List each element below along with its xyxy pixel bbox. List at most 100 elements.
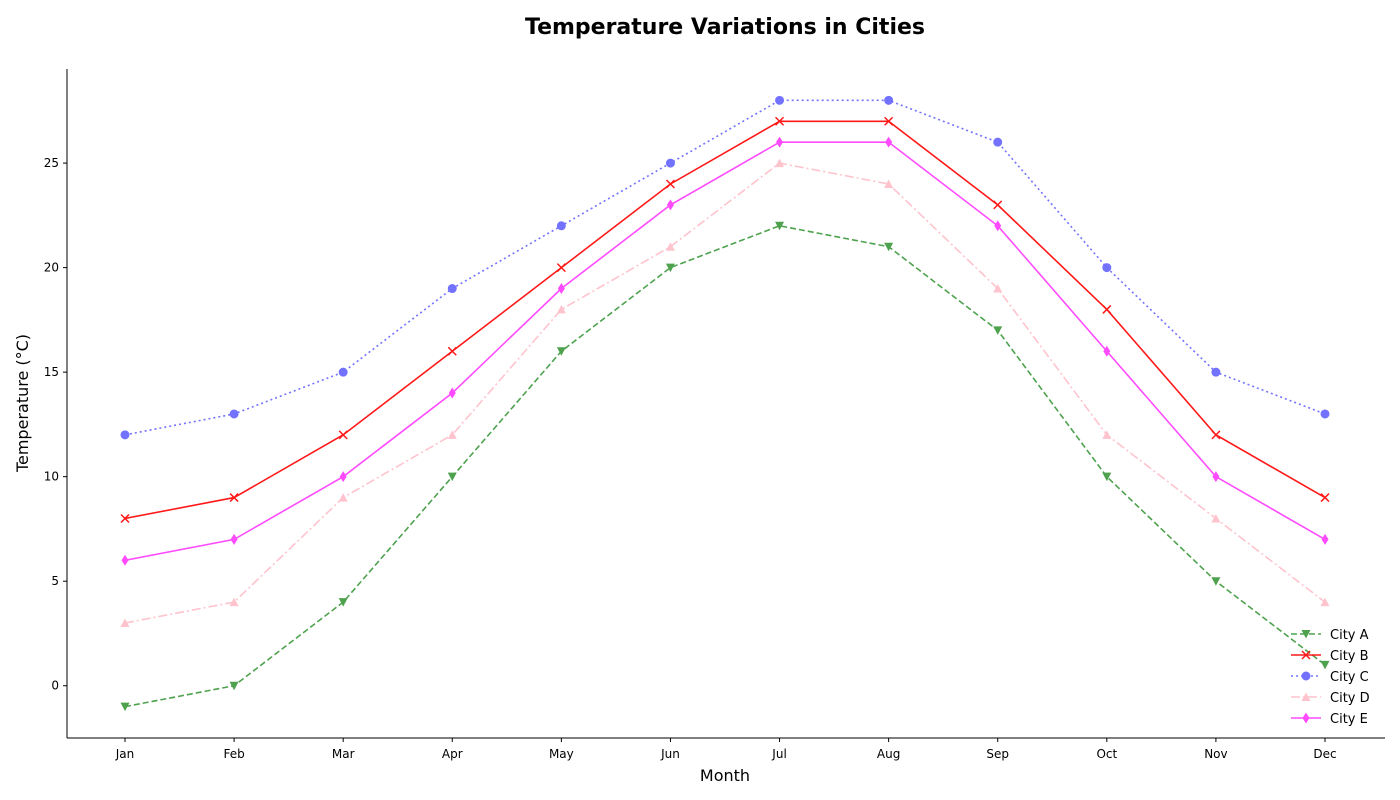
series-city-d xyxy=(120,158,1330,628)
data-point xyxy=(120,702,130,712)
data-point xyxy=(1211,577,1221,586)
legend-marker xyxy=(1301,671,1311,681)
data-point xyxy=(557,283,565,295)
data-point xyxy=(556,221,566,231)
data-point xyxy=(884,179,894,188)
data-point xyxy=(1320,493,1330,503)
data-point xyxy=(665,242,675,251)
legend-label: City E xyxy=(1330,712,1368,727)
x-tick-label: Sep xyxy=(986,747,1009,761)
data-point xyxy=(1211,367,1221,377)
data-point xyxy=(666,199,674,211)
data-point xyxy=(120,513,130,524)
data-point xyxy=(994,220,1002,232)
x-tick-label: Dec xyxy=(1313,747,1336,761)
x-axis-label: Month xyxy=(700,766,750,785)
data-point xyxy=(1320,597,1330,607)
series-city-b xyxy=(120,116,1330,524)
data-point xyxy=(1102,472,1112,482)
legend-item-city-c xyxy=(1291,671,1321,681)
data-point xyxy=(556,347,566,356)
data-point xyxy=(120,430,130,440)
data-point xyxy=(775,221,785,231)
series-city-a xyxy=(120,221,1330,712)
series-city-c xyxy=(120,95,1330,440)
data-point xyxy=(775,116,785,126)
data-point xyxy=(556,304,566,314)
data-point xyxy=(884,116,894,126)
legend-label: City B xyxy=(1330,649,1369,664)
series-line-city-a xyxy=(124,224,1326,708)
legend-item-city-e xyxy=(1291,712,1321,724)
x-tick-label: Feb xyxy=(223,747,244,761)
data-point xyxy=(338,598,348,607)
series-line-city-e xyxy=(124,141,1326,562)
data-point xyxy=(339,471,347,483)
data-point xyxy=(993,137,1003,147)
x-tick-label: Aug xyxy=(877,747,900,761)
data-point xyxy=(1102,304,1112,314)
legend-label: City C xyxy=(1330,670,1369,685)
series-line-city-c xyxy=(124,99,1326,436)
x-tick-label: Mar xyxy=(332,747,355,761)
legend-marker xyxy=(1302,712,1310,724)
y-tick-label: 15 xyxy=(44,365,59,379)
data-point xyxy=(338,430,348,440)
y-tick-label: 0 xyxy=(51,679,59,693)
legend-item-city-d xyxy=(1291,692,1321,701)
y-tick-label: 5 xyxy=(51,574,59,588)
data-point xyxy=(665,263,675,273)
data-point xyxy=(993,200,1003,210)
data-point xyxy=(229,493,239,503)
data-point xyxy=(665,158,675,168)
data-point xyxy=(1211,513,1221,523)
data-point xyxy=(230,533,238,545)
data-point xyxy=(775,95,785,105)
data-point xyxy=(447,284,457,294)
legend-marker xyxy=(1301,692,1311,701)
x-tick-label: Jun xyxy=(660,747,680,761)
x-tick-label: Nov xyxy=(1204,747,1227,761)
chart-title: Temperature Variations in Cities xyxy=(525,15,925,40)
data-point xyxy=(447,430,457,439)
legend-item-city-b xyxy=(1291,650,1321,660)
series-line-city-d xyxy=(124,162,1326,624)
legend-label: City D xyxy=(1330,691,1370,706)
data-point xyxy=(229,597,239,607)
legend-label: City A xyxy=(1330,628,1369,643)
legend-item-city-a xyxy=(1291,630,1321,639)
data-point xyxy=(556,263,566,273)
data-point xyxy=(1321,533,1329,545)
data-point xyxy=(1212,471,1220,483)
data-point xyxy=(993,284,1003,293)
data-point xyxy=(338,367,348,377)
legend-marker xyxy=(1301,630,1311,639)
data-point xyxy=(229,681,239,691)
legend-marker xyxy=(1301,650,1311,660)
data-point xyxy=(775,158,785,168)
data-point xyxy=(884,95,894,105)
data-point xyxy=(1320,409,1330,419)
data-point xyxy=(885,136,893,148)
data-point xyxy=(120,618,130,628)
data-point xyxy=(338,493,348,502)
data-point xyxy=(665,179,675,189)
plot-area: Jan Feb Mar Apr May Jun Jul Aug Sep Oct Nov Dec 0 5 10… xyxy=(44,69,1385,761)
series-city-e xyxy=(121,136,1329,566)
y-tick-label: 25 xyxy=(44,156,59,170)
data-point xyxy=(884,242,894,252)
x-tick-label: Apr xyxy=(442,747,463,761)
x-tick-label: May xyxy=(549,747,574,761)
data-point xyxy=(1211,430,1221,440)
series-line-city-b xyxy=(124,120,1326,520)
data-point xyxy=(993,326,1003,335)
data-point xyxy=(448,387,456,399)
data-point xyxy=(447,346,457,356)
legend: City A City B City C City D City E xyxy=(1291,628,1370,727)
x-tick-label: Jul xyxy=(771,747,786,761)
data-point xyxy=(229,409,239,419)
data-point xyxy=(447,472,457,482)
y-axis-label: Temperature (°C) xyxy=(13,334,32,473)
data-point xyxy=(1320,660,1330,670)
